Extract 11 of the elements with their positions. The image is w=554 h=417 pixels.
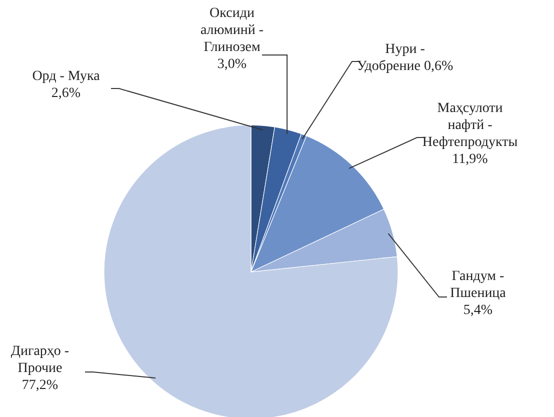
slice-label: Гандум - Пшеница — [450, 269, 507, 301]
data-label: 77,2% — [22, 378, 58, 393]
data-label: 2,6% — [51, 86, 81, 101]
slice-label: Нури - Удобрение 0,6% — [356, 42, 454, 74]
data-label: 5,4% — [463, 303, 493, 318]
slice-label: Оксиди алюминй - Глинозем — [200, 6, 264, 55]
slice-label: Маҳсулоти нафтй - Нефтепродукты — [422, 101, 518, 150]
slice-label: Орд - Мука — [32, 69, 101, 84]
data-label: 3,0% — [217, 57, 247, 72]
slice-label: Дигарҳо - Прочие — [10, 344, 70, 376]
data-label: 11,9% — [452, 152, 488, 167]
